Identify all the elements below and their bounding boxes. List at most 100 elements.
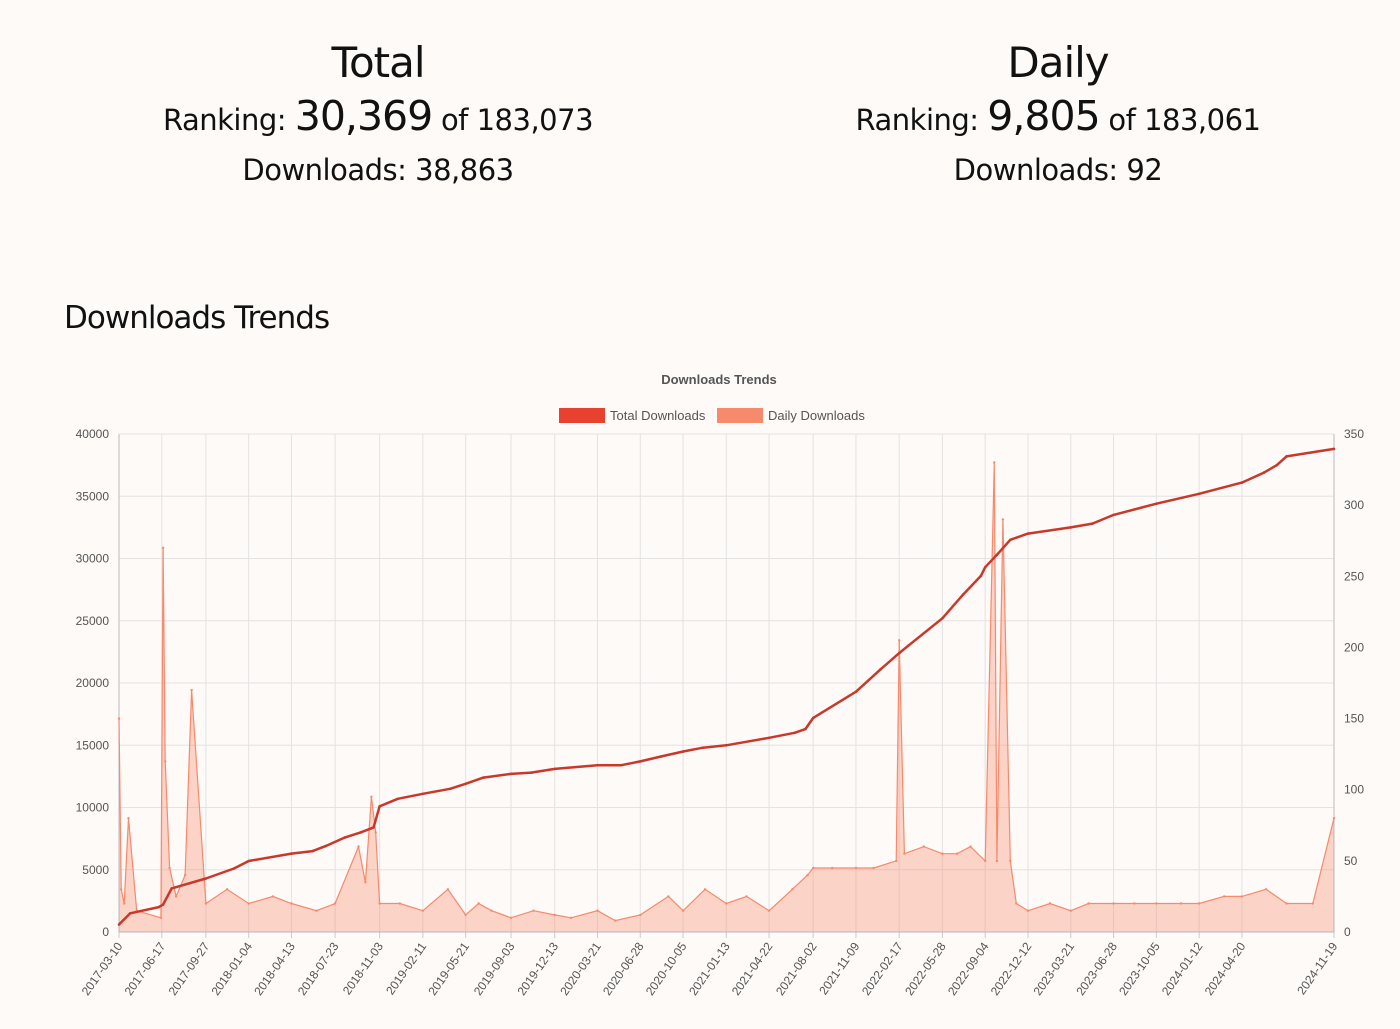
total-downloads: Downloads: 38,863 [28,148,728,192]
total-downloads-point [530,771,533,774]
legend-swatch-total[interactable] [559,408,605,423]
daily-downloads-point [872,866,875,870]
daily-downloads-point [614,919,617,922]
total-downloads-point [204,877,208,880]
total-downloads-point [509,772,513,776]
x-tick-label: 2019-12-13 [514,939,561,998]
x-tick-label: 2022-02-17 [859,939,906,998]
total-downloads-point [995,553,999,557]
y-left-tick-label: 10000 [76,801,110,815]
total-downloads-point [879,668,882,671]
daily-downloads-point [161,546,165,549]
total-downloads-point [372,826,375,829]
y-right-tick-label: 300 [1344,498,1364,512]
total-downloads-point [725,744,728,747]
total-downloads-point [1262,471,1266,474]
x-tick-label: 2019-05-21 [425,939,472,998]
daily-downloads-point [639,913,642,917]
total-downloads-point [232,867,236,870]
daily-downloads-point [667,895,670,898]
daily-downloads-point [703,888,707,891]
daily-downloads-point [225,888,229,891]
daily-downloads-point [1332,817,1336,820]
x-tick-label: 2017-09-27 [166,939,213,998]
daily-downloads-point [398,902,402,905]
legend-label-daily[interactable]: Daily Downloads [768,408,865,423]
y-right-tick-label: 50 [1344,854,1358,868]
daily-downloads-point [745,895,748,898]
total-downloads-point [1285,455,1288,458]
daily-downloads-value: 92 [1126,153,1163,187]
daily-downloads-point [569,916,573,919]
x-tick-label: 2021-08-02 [773,939,820,998]
daily-downloads-point [490,909,493,912]
daily-downloads-point [1223,895,1226,898]
x-tick-label: 2021-01-13 [686,939,733,998]
y-left-tick-label: 35000 [76,489,110,503]
daily-downloads-point [127,817,130,820]
daily-downloads-point [1001,518,1005,521]
daily-downloads-point [1285,902,1288,905]
total-downloads-point [941,617,944,620]
daily-downloads-point [1009,859,1012,863]
legend-label-total[interactable]: Total Downloads [610,408,706,423]
total-downloads-point [1009,538,1012,542]
daily-downloads-point [854,866,858,870]
chart-legend: Total Downloads Daily Downloads [559,408,865,423]
total-downloads-point [128,912,132,915]
daily-downloads-point [922,845,925,848]
legend-swatch-daily[interactable] [717,408,763,423]
total-rank-total: 183,073 [476,103,594,137]
daily-downloads-point [374,831,377,834]
total-downloads-point [701,746,705,749]
total-downloads-point [553,767,556,771]
total-downloads-point [161,903,165,906]
x-tick-label: 2018-11-03 [340,939,386,997]
daily-downloads-point [168,866,171,870]
chart-title: Downloads Trends [661,372,777,387]
total-downloads-point [639,760,642,763]
daily-downloads-point [1179,902,1183,905]
y-left-tick-label: 5000 [82,863,109,877]
daily-downloads-point [791,888,794,891]
daily-downloads-point [333,902,337,905]
total-downloads-point [681,750,685,753]
daily-downloads-point [1264,888,1268,891]
daily-downloads-point [1311,902,1315,905]
daily-downloads-point [806,873,809,877]
daily-downloads-point [164,760,167,763]
daily-downloads-point [831,866,834,870]
daily-downloads-point [378,902,381,905]
total-downloads-point [157,905,161,909]
section-title: Downloads Trends [64,300,330,336]
total-rank-value: 30,369 [294,92,433,140]
total-downloads-series [117,447,1336,926]
total-downloads-label: Downloads: [242,153,407,187]
y-right-tick-label: 250 [1344,569,1364,583]
x-tick-label: 2022-05-28 [902,939,949,998]
x-tick-label: 2017-03-10 [79,939,126,998]
y-left-tick-label: 0 [102,925,109,939]
total-ranking: Ranking: 30,369 of 183,073 [28,94,728,142]
daily-downloads-point [532,909,535,912]
daily-downloads-point [969,845,972,848]
x-tick-label: 2023-03-21 [1031,939,1078,998]
daily-downloads-point [596,909,599,912]
daily-downloads-point [903,852,906,855]
daily-downloads-point [812,866,815,870]
total-downloads-point [117,923,121,926]
daily-downloads-point [941,852,944,855]
total-downloads-point [247,859,250,863]
total-downloads-point [311,849,314,853]
daily-downloads-point [725,902,728,905]
total-downloads-point [767,736,771,740]
y-right-tick-label: 100 [1344,783,1364,797]
daily-downloads-point [120,888,123,891]
x-tick-label: 2020-03-21 [557,939,604,998]
total-downloads-point [464,782,467,786]
y-left-tick-label: 30000 [76,552,110,566]
y-left-tick-label: 15000 [76,738,110,752]
total-downloads-point [1332,447,1336,451]
daily-downloads-point [290,902,293,905]
daily-downloads-point [271,895,275,898]
